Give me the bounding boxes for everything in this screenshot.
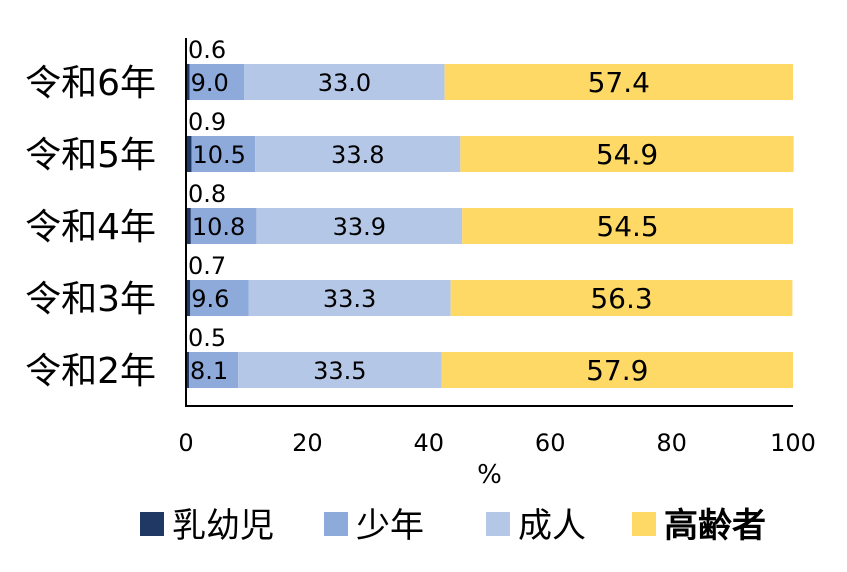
legend: 乳幼児 少年 成人 高齢者 (140, 506, 766, 546)
data-label-series-2-row-4: 33.5 (313, 357, 366, 385)
bars-group (186, 64, 794, 388)
bar-series-0-row-1 (186, 136, 192, 172)
data-label-series-1-row-1: 10.5 (192, 141, 245, 169)
legend-label-2: 成人 (518, 506, 586, 546)
legend-label-1: 少年 (356, 506, 424, 546)
data-label-series-2-row-0: 33.0 (318, 69, 371, 97)
bar-series-2-row-3 (248, 280, 451, 316)
data-label-series-2-row-3: 33.3 (323, 285, 376, 313)
x-tick-label-3: 60 (535, 429, 566, 457)
bar-series-3-row-3 (450, 280, 793, 316)
legend-swatch-2 (486, 512, 510, 536)
data-label-series-1-row-0: 9.0 (191, 69, 229, 97)
legend-swatch-1 (324, 512, 348, 536)
legend-label-3: 高齢者 (664, 506, 766, 546)
category-label-4: 令和2年 (25, 351, 156, 392)
data-label-series-0-row-3: 0.7 (188, 252, 226, 280)
bar-series-0-row-2 (186, 208, 191, 244)
x-axis-title: % (477, 460, 502, 490)
legend-swatch-0 (140, 512, 164, 536)
bar-series-3-row-1 (460, 136, 794, 172)
bar-series-1-row-0 (189, 64, 245, 100)
bar-series-1-row-2 (190, 208, 257, 244)
data-label-series-2-row-2: 33.9 (333, 213, 386, 241)
data-label-series-3-row-2: 54.5 (596, 210, 658, 243)
x-tick-label-2: 40 (414, 429, 445, 457)
data-label-series-3-row-3: 56.3 (590, 282, 652, 315)
bar-series-0-row-3 (186, 280, 191, 316)
bar-series-2-row-1 (255, 136, 461, 172)
data-label-series-1-row-3: 9.6 (191, 285, 229, 313)
data-label-series-3-row-4: 57.9 (586, 354, 648, 387)
data-label-series-1-row-2: 10.8 (192, 213, 245, 241)
bar-series-3-row-4 (441, 352, 793, 388)
bar-series-1-row-4 (189, 352, 239, 388)
bar-series-2-row-0 (244, 64, 445, 100)
bar-series-0-row-0 (186, 64, 190, 100)
bar-series-2-row-2 (256, 208, 463, 244)
bar-series-3-row-0 (444, 64, 793, 100)
bar-series-2-row-4 (238, 352, 442, 388)
bar-series-1-row-3 (190, 280, 249, 316)
data-label-series-3-row-0: 57.4 (588, 66, 650, 99)
data-label-series-0-row-4: 0.5 (188, 324, 226, 352)
labels-group: 令和6年 0.6 9.0 33.0 57.4 令和5年 0.9 10.5 33.8 54.9 令和4… (25, 36, 659, 392)
bar-series-1-row-1 (191, 136, 256, 172)
data-label-series-2-row-1: 33.8 (331, 141, 384, 169)
category-label-3: 令和3年 (25, 279, 156, 320)
category-label-0: 令和6年 (25, 63, 156, 104)
axes-group: 0 20 40 60 80 100% (178, 38, 816, 490)
x-tick-label-5: 100 (770, 429, 816, 457)
data-label-series-0-row-0: 0.6 (188, 36, 226, 64)
x-tick-label-1: 20 (292, 429, 323, 457)
category-label-2: 令和4年 (25, 207, 156, 248)
x-tick-label-0: 0 (178, 429, 193, 457)
bar-series-0-row-4 (186, 352, 190, 388)
bar-series-3-row-2 (462, 208, 793, 244)
data-label-series-0-row-1: 0.9 (188, 108, 226, 136)
data-label-series-1-row-4: 8.1 (190, 357, 228, 385)
category-label-1: 令和5年 (25, 135, 156, 176)
legend-swatch-3 (632, 512, 656, 536)
legend-label-0: 乳幼児 (172, 506, 274, 546)
x-tick-label-4: 80 (656, 429, 687, 457)
data-label-series-0-row-2: 0.8 (188, 180, 226, 208)
data-label-series-3-row-1: 54.9 (596, 138, 658, 171)
